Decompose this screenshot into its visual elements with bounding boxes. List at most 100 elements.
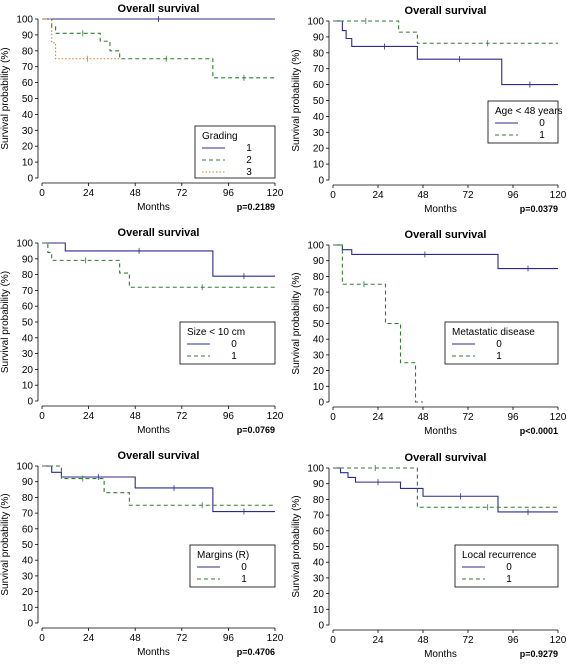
x-axis-label: Months	[424, 649, 457, 660]
y-axis-label: Survival probability (%)	[0, 271, 11, 373]
chart-title: Overall survival	[118, 227, 200, 239]
y-tick-label: 10	[22, 381, 34, 392]
y-tick-label: 90	[22, 477, 34, 488]
y-tick-label: 60	[313, 80, 325, 91]
x-tick-label: 96	[507, 190, 519, 201]
y-tick-label: 10	[313, 160, 325, 171]
y-tick-label: 80	[22, 46, 34, 57]
y-tick-label: 30	[313, 350, 325, 361]
y-tick-label: 80	[313, 48, 325, 59]
y-tick-label: 0	[318, 621, 324, 632]
legend-box	[487, 100, 559, 144]
y-axis-label: Survival probability (%)	[291, 272, 302, 374]
x-tick-label: 24	[372, 190, 384, 201]
y-tick-label: 60	[22, 302, 34, 313]
y-tick-label: 90	[313, 32, 325, 43]
p-value: p<0.0001	[520, 426, 558, 436]
y-tick-label: 100	[307, 464, 324, 475]
x-tick-label: 96	[507, 635, 519, 646]
y-tick-label: 20	[22, 365, 34, 376]
legend-title: Margins (R)	[197, 550, 249, 561]
y-tick-label: 60	[313, 526, 325, 537]
y-tick-label: 80	[22, 493, 34, 504]
y-tick-label: 10	[313, 382, 325, 393]
legend-box	[444, 321, 559, 365]
y-tick-label: 80	[313, 272, 325, 283]
legend-label-1: 1	[231, 351, 237, 362]
series-0-line	[333, 467, 558, 513]
legend-label-0: 0	[241, 562, 247, 573]
x-tick-label: 24	[83, 188, 95, 199]
series-0-line	[333, 20, 558, 86]
y-tick-label: 100	[16, 239, 33, 250]
y-tick-label: 30	[22, 349, 34, 360]
chart-title: Overall survival	[405, 452, 487, 464]
series-2-line	[42, 18, 275, 79]
legend-label-1: 1	[241, 574, 247, 585]
legend-label-1: 1	[506, 574, 512, 585]
y-tick-label: 20	[22, 142, 34, 153]
y-tick-label: 10	[313, 605, 325, 616]
p-value: p=0.4706	[237, 647, 275, 657]
y-axis-label: Survival probability (%)	[0, 47, 11, 149]
y-tick-label: 90	[313, 256, 325, 267]
y-tick-label: 70	[22, 286, 34, 297]
y-tick-label: 90	[313, 479, 325, 490]
y-tick-label: 50	[22, 540, 34, 551]
x-axis-label: Months	[137, 202, 170, 213]
y-tick-label: 100	[307, 241, 324, 252]
y-tick-label: 10	[22, 158, 34, 169]
y-tick-label: 50	[313, 96, 325, 107]
x-tick-label: 0	[330, 635, 336, 646]
series-0-line	[333, 244, 558, 270]
y-tick-label: 30	[22, 126, 34, 137]
x-tick-label: 0	[39, 188, 45, 199]
series-1-line	[42, 242, 275, 288]
y-tick-label: 50	[22, 94, 34, 105]
y-tick-label: 0	[27, 174, 33, 185]
legend-title: Age < 48 years	[495, 106, 563, 117]
x-tick-label: 72	[176, 633, 188, 644]
legend: Grading 123	[194, 125, 276, 179]
y-tick-label: 50	[313, 542, 325, 553]
y-tick-label: 90	[22, 30, 34, 41]
p-value: p=0.2189	[237, 202, 275, 212]
x-axis-label: Months	[137, 647, 170, 658]
y-axis-label: Survival probability (%)	[0, 493, 11, 595]
y-tick-label: 20	[313, 144, 325, 155]
legend-label-1: 1	[246, 143, 252, 154]
y-axis-label: Survival probability (%)	[291, 495, 302, 597]
legend-label-0: 0	[496, 339, 502, 350]
y-tick-label: 90	[22, 254, 34, 265]
legend-title: Local recurrence	[462, 550, 537, 561]
y-tick-label: 100	[307, 17, 324, 28]
x-tick-label: 48	[130, 633, 142, 644]
y-tick-label: 20	[22, 587, 34, 598]
y-tick-label: 80	[313, 495, 325, 506]
y-tick-label: 70	[313, 64, 325, 75]
x-tick-label: 96	[507, 412, 519, 423]
y-tick-label: 0	[318, 176, 324, 187]
x-tick-label: 72	[462, 635, 474, 646]
series-1-line	[333, 20, 558, 44]
y-tick-label: 40	[313, 335, 325, 346]
y-tick-label: 70	[22, 509, 34, 520]
series-1-line	[42, 465, 275, 506]
y-tick-label: 20	[313, 366, 325, 377]
chart-title: Overall survival	[405, 5, 487, 17]
y-tick-label: 10	[22, 603, 34, 614]
x-tick-label: 96	[223, 633, 235, 644]
x-tick-label: 0	[39, 411, 45, 422]
legend-label-3: 3	[246, 167, 252, 178]
km-chart-1: Overall survival 0 10 20 30 40 50 60 70 80 90 100 0 2…	[0, 3, 284, 213]
x-tick-label: 120	[267, 411, 284, 422]
x-tick-label: 72	[176, 188, 188, 199]
y-tick-label: 40	[22, 333, 34, 344]
legend-label-1: 1	[539, 130, 545, 141]
x-tick-label: 96	[223, 411, 235, 422]
